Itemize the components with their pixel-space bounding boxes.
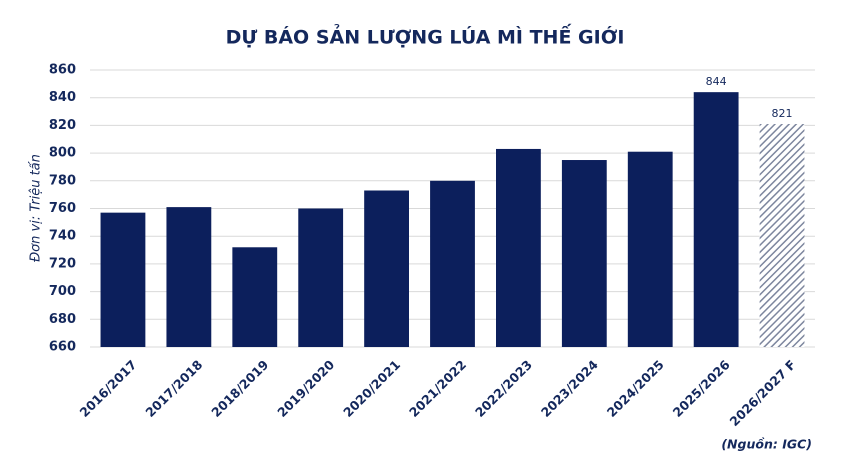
chart-title: DỰ BÁO SẢN LƯỢNG LÚA MÌ THẾ GIỚI: [226, 23, 625, 49]
y-tick-label: 800: [49, 146, 76, 161]
y-tick-label: 720: [49, 256, 76, 271]
source-note: (Nguồn: IGC): [721, 437, 812, 452]
x-tick-label: 2019/2020: [274, 357, 337, 420]
y-tick-label: 860: [49, 63, 76, 78]
bar: [232, 247, 278, 347]
bar: [166, 207, 212, 347]
y-tick-label: 680: [49, 312, 76, 327]
y-tick-label: 740: [49, 229, 76, 244]
bar: [693, 92, 739, 347]
x-tick-label: 2026/2027 F: [726, 357, 798, 429]
data-label: 821: [772, 107, 793, 120]
data-label: 844: [706, 75, 727, 88]
y-tick-label: 820: [49, 118, 76, 133]
x-tick-label: 2024/2025: [604, 357, 667, 420]
x-tick-label: 2021/2022: [406, 357, 469, 420]
bar: [759, 124, 805, 347]
x-tick-label: 2018/2019: [208, 357, 271, 420]
bar: [298, 208, 344, 347]
y-tick-label: 700: [49, 284, 76, 299]
x-tick-label: 2017/2018: [142, 357, 205, 420]
bar: [430, 180, 475, 347]
x-tick-label: 2022/2023: [472, 357, 535, 420]
y-tick-label: 660: [49, 340, 76, 355]
x-tick-label: 2025/2026: [670, 357, 733, 420]
bar: [100, 212, 146, 347]
x-tick-label: 2020/2021: [340, 357, 403, 420]
y-tick-label: 760: [49, 201, 76, 216]
y-tick-label: 780: [49, 173, 76, 188]
bar: [561, 160, 607, 347]
bar: [496, 148, 541, 347]
bar: [364, 190, 409, 347]
y-tick-label: 840: [49, 90, 76, 105]
y-axis-title: Đơn vị: Triệu tấn: [29, 154, 44, 262]
x-tick-label: 2023/2024: [538, 357, 601, 420]
bar: [627, 151, 673, 347]
x-tick-label: 2016/2017: [77, 357, 140, 420]
